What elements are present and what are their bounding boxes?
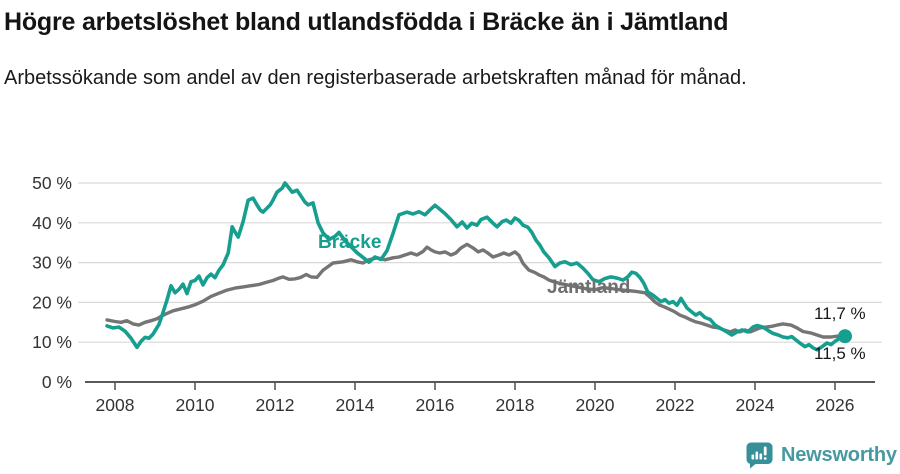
series-label-bracke: Bräcke: [318, 232, 382, 253]
end-value-jamtland: 11,7 %: [814, 304, 866, 323]
newsworthy-bubble-chart-icon: [746, 442, 773, 469]
series-end-dot-brcke: [838, 329, 852, 344]
x-tick-label: 2022: [656, 395, 695, 415]
y-tick-label: 20 %: [32, 292, 72, 312]
newsworthy-wordmark: Newsworthy: [781, 444, 897, 466]
x-tick-label: 2018: [496, 395, 535, 415]
page-title: Högre arbetslöshet bland utlandsfödda i …: [4, 8, 729, 36]
series-line-brcke: [105, 181, 847, 352]
y-tick-label: 40 %: [32, 213, 72, 233]
x-tick-label: 2014: [336, 395, 375, 415]
y-tick-label: 30 %: [32, 253, 72, 273]
x-tick-label: 2024: [736, 395, 775, 415]
y-tick-label: 50 %: [32, 173, 72, 193]
series-label-jamtland: Jämtland: [547, 277, 631, 298]
y-tick-label: 0 %: [42, 372, 72, 392]
y-tick-label: 10 %: [32, 332, 72, 352]
x-tick-label: 2012: [256, 395, 295, 415]
end-value-bracke: 11,5 %: [814, 344, 866, 363]
x-tick-label: 2008: [96, 395, 135, 415]
x-tick-label: 2016: [416, 395, 455, 415]
x-tick-label: 2020: [576, 395, 615, 415]
series-line-jmtland: [105, 242, 847, 339]
chart-subtitle: Arbetssökande som andel av den registerb…: [4, 67, 747, 89]
newsworthy-logo: Newsworthy: [746, 442, 897, 469]
x-tick-label: 2010: [176, 395, 215, 415]
x-tick-label: 2026: [816, 395, 855, 415]
